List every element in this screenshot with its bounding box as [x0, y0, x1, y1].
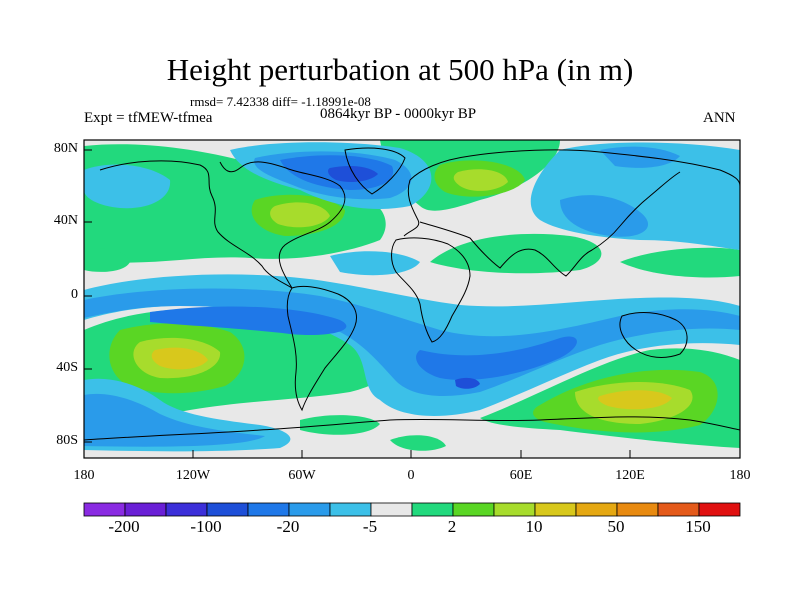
field-contour	[84, 164, 171, 209]
colorbar-swatch	[206, 502, 249, 517]
season-label: ANN	[703, 110, 736, 126]
colorbar-swatch	[288, 502, 331, 517]
field-contour	[150, 306, 347, 336]
lon-tick-label: 180	[729, 468, 751, 483]
colorbar	[83, 502, 741, 517]
colorbar-label: -5	[362, 517, 378, 536]
colorbar-swatch	[165, 502, 208, 517]
colorbar-swatch	[411, 502, 454, 517]
field-contour	[270, 202, 330, 228]
field-contour	[560, 195, 649, 237]
experiment-label: Expt = tfMEW-tfmea	[84, 110, 213, 126]
lon-tick-label: 0	[407, 468, 415, 483]
colorbar-label: -100	[190, 517, 222, 536]
height-field	[84, 140, 740, 458]
lon-tick-label: 120W	[175, 468, 211, 483]
map-frame	[83, 139, 741, 459]
coastline-eurasia	[403, 149, 740, 277]
lon-tick-label: 60W	[288, 468, 316, 483]
colorbar-label: 150	[685, 517, 711, 536]
field-contour	[151, 347, 208, 370]
field-contour	[84, 248, 130, 272]
colorbar-label: 2	[447, 517, 457, 536]
coastline-australia	[619, 312, 688, 358]
rmsd-subtitle: rmsd= 7.42338 diff= -1.18991e-08	[190, 94, 371, 109]
lon-tick-label: 120E	[615, 468, 645, 483]
colorbar-swatch	[452, 502, 495, 517]
coastline-greenland	[344, 147, 406, 195]
colorbar-label: 10	[525, 517, 543, 536]
field-contour	[430, 233, 602, 274]
lat-tick-label: 80N	[53, 141, 78, 156]
plot-title: Height perturbation at 500 hPa (in m)	[166, 52, 634, 87]
axis-ticks	[83, 149, 741, 458]
colorbar-swatch	[657, 502, 700, 517]
lat-tick-label: 80S	[56, 433, 78, 448]
lat-tick-label: 0	[71, 287, 78, 302]
field-contour	[453, 169, 508, 191]
field-contour	[598, 390, 672, 410]
field-contour	[390, 435, 446, 451]
colorbar-swatch	[247, 502, 290, 517]
field-contour	[84, 393, 265, 447]
field-contour	[300, 415, 380, 435]
colorbar-swatch	[329, 502, 372, 517]
colorbar-swatch	[370, 502, 413, 517]
field-contour	[455, 377, 480, 389]
colorbar-swatch	[124, 502, 167, 517]
field-contour	[620, 247, 740, 278]
colorbar-swatch	[575, 502, 618, 517]
lat-tick-label: 40N	[53, 213, 78, 228]
time-range-subtitle: 0864kyr BP - 0000kyr BP	[320, 106, 477, 122]
field-contour	[416, 336, 577, 380]
coastline-antarctica	[84, 416, 740, 441]
field-contour	[600, 146, 680, 168]
coastline-africa	[391, 237, 471, 343]
field-contour	[84, 288, 740, 396]
colorbar-swatch	[698, 502, 741, 517]
lat-tick-label: 40S	[56, 360, 78, 375]
coastline-south-america	[286, 285, 357, 412]
field-contour	[330, 251, 420, 276]
coastlines	[84, 147, 740, 441]
lon-tick-label: 180	[73, 468, 95, 483]
colorbar-swatch	[616, 502, 659, 517]
colorbar-label: -200	[108, 517, 140, 536]
colorbar-label: 50	[607, 517, 625, 536]
lon-tick-label: 60E	[509, 468, 533, 483]
coastline-north-america	[99, 160, 346, 289]
colorbar-swatch	[534, 502, 577, 517]
colorbar-swatch	[493, 502, 536, 517]
colorbar-label: -20	[276, 517, 300, 536]
colorbar-swatch	[83, 502, 126, 517]
